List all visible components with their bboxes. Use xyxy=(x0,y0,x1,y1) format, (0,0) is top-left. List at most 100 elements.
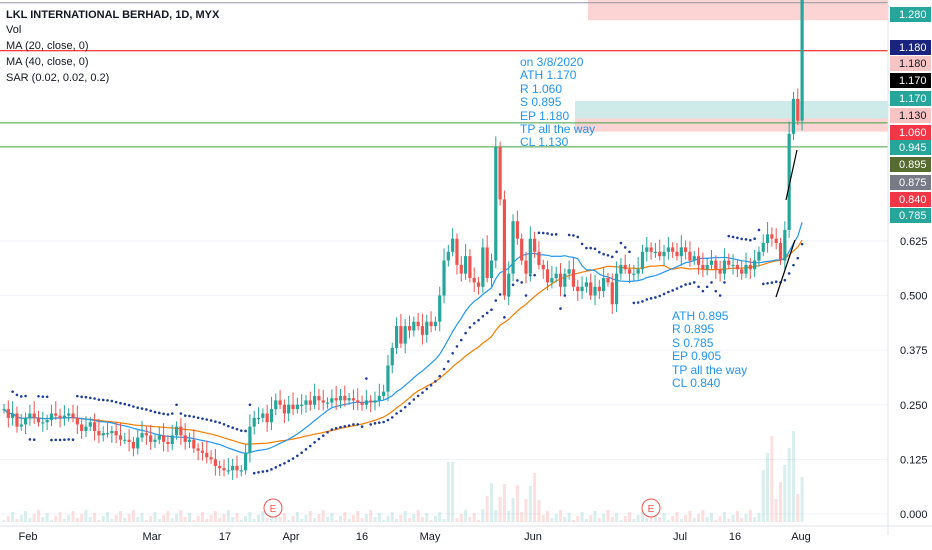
candle-body xyxy=(407,326,412,331)
sar-dot xyxy=(365,377,368,380)
candle-body xyxy=(744,264,748,274)
volume-bar xyxy=(744,514,748,522)
volume-bar xyxy=(451,462,455,522)
candle-body xyxy=(360,402,364,405)
sar-dot xyxy=(740,237,743,241)
volume-bar xyxy=(455,518,459,522)
indicator-vol[interactable]: Vol xyxy=(6,24,22,36)
candle-body xyxy=(369,400,373,403)
price-axis[interactable]: 1.2500.6250.5000.3750.2500.1250.0001.280… xyxy=(887,0,932,535)
sar-dot xyxy=(511,283,515,287)
sar-dot xyxy=(162,412,165,416)
volume-bar xyxy=(97,520,101,522)
volume-bar xyxy=(666,520,670,522)
sar-dot xyxy=(356,423,360,426)
volume-bar xyxy=(218,518,222,522)
volume-bar xyxy=(770,436,774,522)
sar-dot xyxy=(576,235,580,239)
volume-bar xyxy=(602,514,606,522)
sar-dot xyxy=(170,412,174,415)
sar-dot xyxy=(136,406,140,409)
volume-bar xyxy=(248,512,252,522)
volume-bar xyxy=(619,520,623,522)
volume-bar xyxy=(343,512,347,522)
sar-dot xyxy=(179,412,183,415)
volume-bar xyxy=(54,516,58,522)
time-tick-label: Jun xyxy=(524,531,542,543)
sar-dot xyxy=(71,438,75,442)
annotation-line: R 1.060 xyxy=(520,81,563,96)
volume-bar xyxy=(179,510,183,522)
volume-bar xyxy=(399,515,403,522)
volume-bar xyxy=(589,515,593,522)
volume-bar xyxy=(753,517,757,522)
volume-bar xyxy=(265,518,269,522)
candle-body xyxy=(800,0,804,121)
indicator-sar[interactable]: SAR (0.02, 0.02, 0.2) xyxy=(6,72,110,84)
sar-dot xyxy=(744,238,748,241)
candle-body xyxy=(433,321,437,327)
indicator-ma40[interactable]: MA (40, close, 0) xyxy=(6,56,89,68)
volume-bar xyxy=(114,515,118,522)
volume-bar xyxy=(205,519,209,522)
candle-body xyxy=(589,282,593,296)
sar-dot xyxy=(593,247,597,251)
volume-bar xyxy=(606,510,610,522)
candle-body xyxy=(373,400,377,403)
volume-bar xyxy=(692,518,696,522)
annotation-line: ATH 1.170 xyxy=(520,68,577,83)
candle-body xyxy=(511,221,515,274)
volume-bar xyxy=(459,514,463,522)
sar-dot xyxy=(541,231,545,235)
candle-body xyxy=(162,435,166,442)
sar-dot xyxy=(101,398,105,402)
candle-body xyxy=(791,98,796,134)
sar-dot xyxy=(257,470,260,474)
candle-body xyxy=(671,247,675,252)
candle-body xyxy=(282,404,287,414)
sar-dot xyxy=(395,412,398,415)
volume-bar xyxy=(144,520,148,522)
indicator-ma20[interactable]: MA (20, close, 0) xyxy=(6,40,89,52)
volume-bar xyxy=(192,520,196,522)
candle-body xyxy=(71,413,75,418)
candle-body xyxy=(666,247,670,252)
sar-dot xyxy=(24,394,27,398)
sar-dot xyxy=(490,308,493,312)
candle-body xyxy=(80,424,84,431)
candle-body xyxy=(783,229,787,261)
candle-body xyxy=(494,146,498,261)
candle-body xyxy=(658,251,662,257)
candle-body xyxy=(252,417,256,427)
volume-bar xyxy=(584,519,588,522)
volume-bar xyxy=(774,499,778,522)
sar-dot xyxy=(645,298,649,301)
candle-body xyxy=(356,400,360,403)
candle-body xyxy=(174,426,179,436)
volume-bar xyxy=(632,519,636,522)
price-label-text: 1.170 xyxy=(899,93,927,105)
volume-bar xyxy=(515,485,519,522)
candle-body xyxy=(269,409,274,423)
volume-bar xyxy=(472,513,476,522)
sar-dot xyxy=(88,396,92,400)
candle-body xyxy=(28,413,32,418)
time-axis[interactable]: Feb Mar 17 Apr 16 May Jun Jul 16 Aug xyxy=(0,525,932,543)
volume-bar xyxy=(75,518,79,522)
volume-bar xyxy=(489,483,493,522)
volume-bar xyxy=(416,510,420,522)
volume-bar xyxy=(347,519,351,522)
candle-body xyxy=(554,273,558,279)
candle-body xyxy=(118,435,123,440)
candle-body xyxy=(200,450,205,453)
sar-dot xyxy=(347,424,351,427)
sar-dot xyxy=(183,414,187,417)
sar-dot xyxy=(300,451,303,455)
candle-body xyxy=(110,430,114,434)
candle-body xyxy=(136,437,140,449)
candle-body xyxy=(619,264,623,274)
volume-bar xyxy=(649,514,653,522)
volume-bar xyxy=(222,514,226,522)
sar-dot xyxy=(252,471,256,475)
